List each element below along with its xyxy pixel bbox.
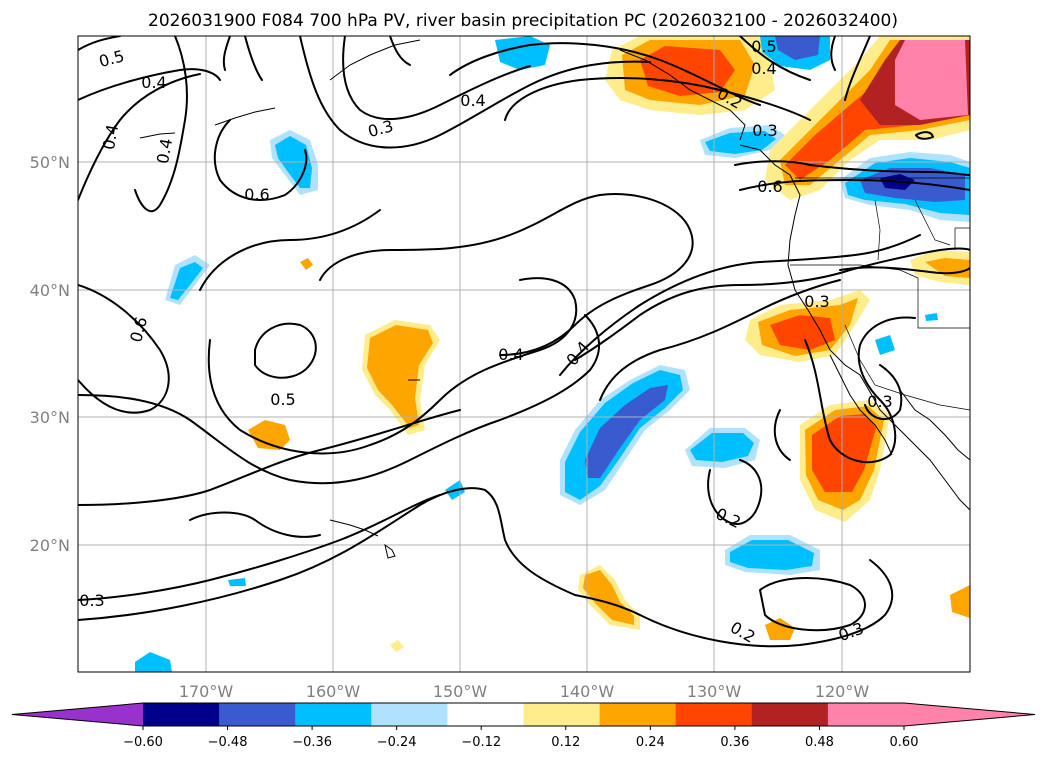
colorbar-tick-label: 0.24 bbox=[636, 735, 665, 750]
neg-anomaly-small-4 bbox=[875, 335, 895, 355]
contour-label: 0.4 bbox=[141, 73, 166, 92]
colorbar-bin bbox=[675, 703, 753, 726]
contour-label: 0.6 bbox=[244, 185, 269, 204]
contour-label: 0.5 bbox=[270, 390, 295, 409]
colorbar-bin bbox=[219, 703, 296, 726]
neg-anomaly-top-2 bbox=[775, 36, 820, 60]
pos-anomaly-central-2 bbox=[367, 325, 433, 428]
lon-tick-label: 140°W bbox=[560, 682, 615, 701]
pos-anomaly-small-3 bbox=[950, 585, 970, 618]
political-borders bbox=[790, 177, 970, 411]
pos-anomaly-small-2 bbox=[765, 618, 795, 640]
colorbar-tick-label: −0.60 bbox=[123, 735, 163, 750]
colorbar-tick-label: 0.12 bbox=[551, 735, 580, 750]
lon-tick-label: 150°W bbox=[433, 682, 488, 701]
colorbar-tick-label: −0.36 bbox=[292, 735, 332, 750]
colorbar-bin bbox=[523, 703, 601, 726]
contour-label: 0.4 bbox=[99, 123, 122, 151]
contour-label: 0.3 bbox=[804, 292, 829, 311]
pos-anomaly-nw-5 bbox=[895, 40, 968, 120]
lat-tick-labels: 50°N 40°N 30°N 20°N bbox=[30, 153, 70, 555]
lon-tick-label: 130°W bbox=[687, 682, 742, 701]
colorbar-bin bbox=[143, 703, 220, 726]
pv-contours bbox=[78, 36, 970, 648]
lon-tick-label: 160°W bbox=[306, 682, 361, 701]
colorbar-bin bbox=[447, 703, 524, 726]
neg-anomaly-small-3 bbox=[228, 578, 246, 586]
lat-tick-label: 50°N bbox=[30, 153, 70, 172]
lon-tick-labels: 170°W 160°W 150°W 140°W 130°W 120°W bbox=[179, 682, 870, 701]
lon-tick-label: 120°W bbox=[815, 682, 870, 701]
pos-anomaly-tiny-2 bbox=[390, 640, 404, 652]
colorbar-bin bbox=[599, 703, 677, 726]
neg-anomaly-ne-3 bbox=[860, 168, 965, 202]
lat-tick-label: 20°N bbox=[30, 536, 70, 555]
contour-label: 0.3 bbox=[867, 392, 892, 411]
figure-title: 2026031900 F084 700 hPa PV, river basin … bbox=[148, 11, 898, 31]
contour-labels: 0.5 0.4 0.4 0.4 0.3 0.5 0.4 0.2 0.3 0.6 … bbox=[79, 37, 892, 647]
colorbar-tick-label: −0.12 bbox=[461, 735, 501, 750]
colorbar-bin bbox=[371, 703, 448, 726]
neg-anomaly-e2-2 bbox=[730, 540, 814, 570]
colorbar-under-extend bbox=[12, 703, 143, 726]
neg-anomaly-center-3 bbox=[585, 385, 668, 478]
pos-anomaly-calif-3 bbox=[770, 315, 835, 350]
colorbar-tick-label: 0.60 bbox=[890, 735, 919, 750]
colorbar-tick-label: 0.48 bbox=[805, 735, 834, 750]
graticule bbox=[78, 36, 970, 672]
contour-label: 0.3 bbox=[752, 121, 777, 140]
colorbar-tick-label: −0.24 bbox=[377, 735, 417, 750]
pos-anomaly-tiny-1 bbox=[300, 258, 313, 270]
colorbar-over-extend bbox=[904, 703, 1035, 726]
neg-anomaly-small-5 bbox=[925, 313, 938, 321]
pos-anomaly-small-1 bbox=[248, 420, 290, 450]
colorbar-tick-label: −0.48 bbox=[208, 735, 248, 750]
neg-anomaly-small-1 bbox=[135, 652, 172, 672]
contour-label: 0.6 bbox=[757, 177, 782, 196]
lon-tick-label: 170°W bbox=[179, 682, 234, 701]
contour-label: 0.4 bbox=[460, 91, 485, 110]
contour-label: 0.4 bbox=[498, 345, 523, 364]
lat-tick-label: 30°N bbox=[30, 408, 70, 427]
colorbar-bin bbox=[295, 703, 372, 726]
contour-label: 0.3 bbox=[79, 591, 104, 610]
contour-label: 0.4 bbox=[751, 59, 776, 78]
map-frame bbox=[77, 35, 971, 673]
colorbar-bin bbox=[827, 703, 905, 726]
colorbar: −0.60 −0.48 −0.36 −0.24 −0.12 0.12 0.24 0.36 0.4… bbox=[11, 702, 1036, 750]
contour-label: 0.5 bbox=[751, 37, 776, 56]
map-panel: 0.5 0.4 0.4 0.4 0.3 0.5 0.4 0.2 0.3 0.6 … bbox=[78, 36, 970, 672]
neg-anomaly-e1-2 bbox=[690, 433, 754, 462]
pos-anomaly-south-2 bbox=[583, 570, 634, 625]
lat-tick-label: 40°N bbox=[30, 281, 70, 300]
colorbar-tick-label: 0.36 bbox=[720, 735, 749, 750]
contour-label: 0.4 bbox=[153, 137, 176, 165]
neg-anomaly-w3-2 bbox=[705, 131, 776, 154]
colorbar-bin bbox=[751, 703, 829, 726]
